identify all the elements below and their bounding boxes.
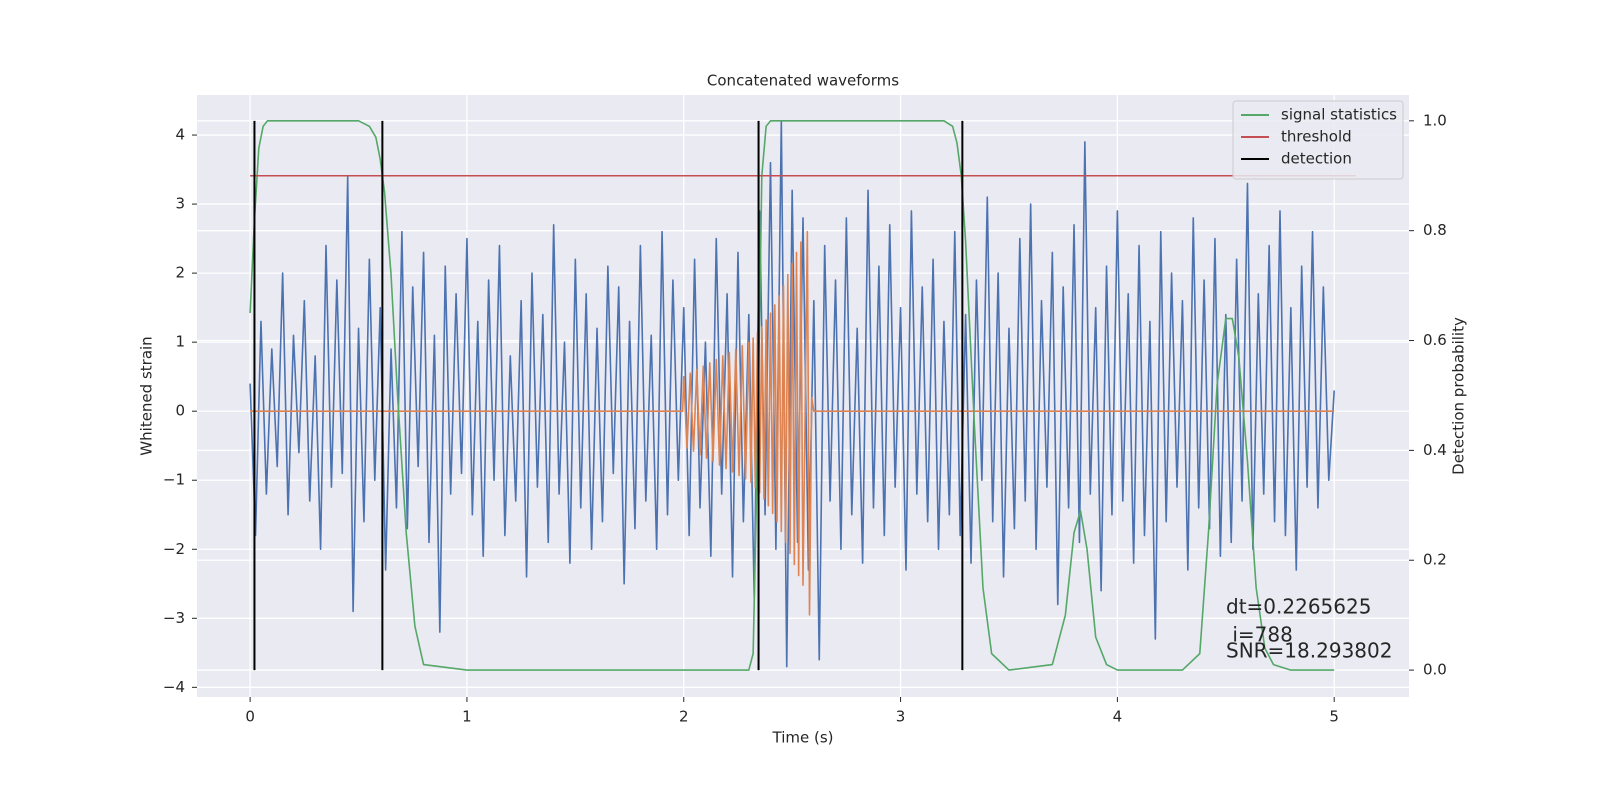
x-axis-label: Time (s) — [772, 729, 834, 747]
legend-label: threshold — [1281, 128, 1352, 146]
chart-title: Concatenated waveforms — [707, 72, 899, 90]
marks — [249, 120, 1356, 671]
y-tick-label: 0 — [175, 402, 185, 420]
x-tick-label: 1 — [462, 708, 472, 726]
y2-tick-label: 0.4 — [1423, 441, 1447, 459]
y-tick-label: −2 — [163, 540, 185, 558]
y-tick-label: 2 — [175, 264, 185, 282]
axes: 0 1 2 3 4 5 −4 −3 −2 −1 0 1 2 3 4 0.0 0.2 0.4 0.6 0.8 1.0 — [163, 111, 1447, 725]
annotation: i=788 — [1226, 623, 1293, 647]
y2-tick-label: 0.0 — [1423, 661, 1447, 679]
y-tick-label: 3 — [175, 195, 185, 213]
y-tick-label: 4 — [175, 126, 185, 144]
y-axis-label: Whitened strain — [138, 336, 156, 455]
x-tick-label: 3 — [896, 708, 906, 726]
series-line — [249, 120, 1335, 671]
y-tick-label: −4 — [163, 678, 185, 696]
y-tick-label: 1 — [175, 333, 185, 351]
y2-tick-label: 0.2 — [1423, 551, 1447, 569]
y-tick-label: −1 — [163, 471, 185, 489]
waveform-line — [250, 230, 1335, 616]
x-tick-label: 2 — [679, 708, 689, 726]
legend-label: detection — [1281, 150, 1352, 168]
y2-tick-label: 0.6 — [1423, 331, 1447, 349]
waveform-line — [249, 120, 1335, 668]
annotation: dt=0.2265625 — [1226, 595, 1371, 619]
x-tick-label: 4 — [1113, 708, 1123, 726]
annotation: SNR=18.293802 — [1226, 639, 1392, 663]
y2-tick-label: 1.0 — [1423, 111, 1447, 129]
x-tick-label: 5 — [1329, 708, 1339, 726]
y2-axis-label: Detection probability — [1450, 317, 1468, 475]
y-tick-label: −3 — [163, 609, 185, 627]
x-tick-label: 0 — [245, 708, 255, 726]
legend-box — [1232, 100, 1404, 180]
legend: signal statistics threshold detection — [1232, 100, 1404, 180]
y2-tick-label: 0.8 — [1423, 221, 1447, 239]
legend-label: signal statistics — [1281, 106, 1397, 124]
